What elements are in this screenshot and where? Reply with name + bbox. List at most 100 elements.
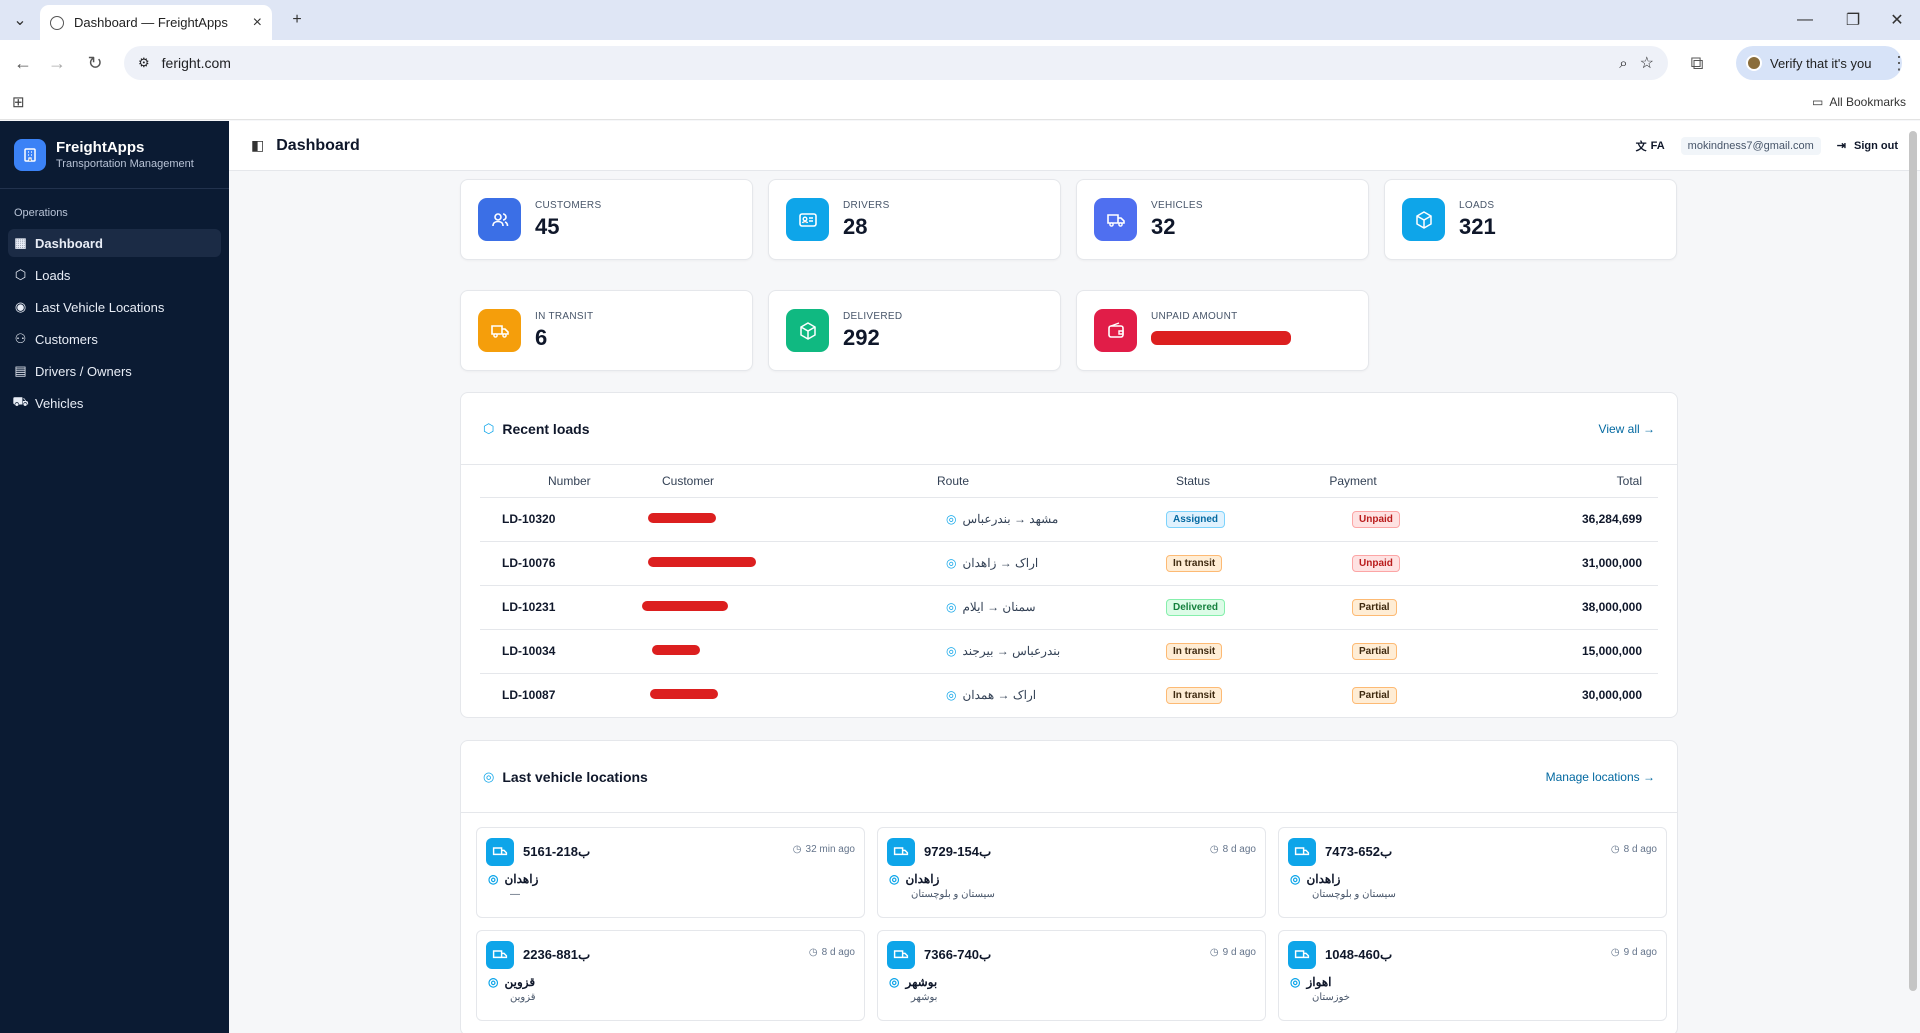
truck-icon: ⛟ — [12, 394, 29, 409]
sidebar-item-drivers[interactable]: ▤ Drivers / Owners — [14, 363, 132, 379]
url-field[interactable]: ⚙ feright.com ⌕ ☆ — [124, 46, 1668, 80]
pin-icon: ◎ — [488, 872, 499, 886]
payment-badge: Partial — [1352, 686, 1397, 704]
bookmarks-folder[interactable]: ▭ All Bookmarks — [1811, 95, 1906, 109]
browser-tab[interactable]: Dashboard — FreightApps × — [40, 5, 272, 40]
col-route: Route — [758, 465, 1148, 498]
pin-icon: ◎ — [483, 768, 495, 784]
users-icon: ⚇ — [14, 331, 27, 346]
table-row[interactable]: LD-10231 ◎ سمنان → ایلام Delivered Partial 38… — [480, 585, 1658, 630]
sidebar-toggle-icon[interactable]: ◧ — [251, 137, 265, 153]
site-info-icon[interactable]: ⚙ — [138, 55, 150, 70]
clock-icon: ◷ — [1209, 947, 1219, 958]
stats-grid: CUSTOMERS 45 DRIVERS 28 VEHICLES 32 LOADS 32… — [460, 179, 1678, 386]
tab-title: Dashboard — FreightApps — [74, 15, 228, 30]
zoom-icon[interactable]: ⌕ — [1619, 54, 1628, 72]
minimize-icon[interactable]: — — [1797, 11, 1813, 28]
truck-icon — [478, 309, 521, 352]
truck-icon — [1288, 941, 1316, 969]
sign-out-button[interactable]: ⇥ Sign out — [1836, 139, 1898, 153]
pin-icon: ◎ — [1290, 872, 1301, 886]
users-icon — [478, 198, 521, 241]
folder-icon: ▭ — [1811, 95, 1824, 109]
app: FreightApps Transportation Management Op… — [0, 121, 1920, 1033]
forward-icon[interactable]: → — [48, 52, 66, 73]
status-badge: Assigned — [1166, 510, 1226, 528]
truck-icon — [486, 838, 514, 866]
top-bar: ◧ Dashboard 文 FA mokindness7@gmail.com ⇥ S… — [229, 121, 1920, 171]
wallet-icon — [1094, 309, 1137, 352]
new-tab-icon[interactable]: + — [292, 11, 302, 28]
table-row[interactable]: LD-10034 ◎ بندرعباس → بیرجند In transit Part… — [480, 629, 1658, 674]
stat-in-transit[interactable]: IN TRANSIT 6 — [460, 290, 753, 371]
back-icon[interactable]: ← — [14, 52, 32, 73]
close-window-icon[interactable]: ✕ — [1890, 12, 1904, 29]
pin-icon: ◎ — [946, 644, 957, 658]
id-card-icon: ▤ — [14, 363, 27, 378]
language-button[interactable]: 文 FA — [1635, 139, 1665, 153]
pin-icon: ◎ — [946, 556, 957, 570]
extensions-icon[interactable]: ⧉ — [1690, 52, 1704, 73]
main-area: ◧ Dashboard 文 FA mokindness7@gmail.com ⇥ S… — [229, 121, 1920, 1033]
status-badge: In transit — [1166, 642, 1223, 660]
url-text: feright.com — [161, 55, 231, 71]
stat-delivered[interactable]: DELIVERED 292 — [768, 290, 1061, 371]
pin-icon: ◎ — [1290, 975, 1301, 989]
vehicle-card[interactable]: 7366-740ب ◷ 9 d ago ◎ بوشهر بوشهر — [877, 930, 1266, 1021]
page-title: Dashboard — [276, 136, 360, 154]
address-bar-row: ← → ↻ ⚙ feright.com ⌕ ☆ ⧉ Verify that it… — [0, 40, 1920, 86]
sidebar-item-last-vehicle-locations[interactable]: ◉ Last Vehicle Locations — [14, 299, 165, 315]
stat-unpaid-amount[interactable]: UNPAID AMOUNT — [1076, 290, 1369, 371]
vehicle-card[interactable]: 1048-460ب ◷ 9 d ago ◎ اهواز خوزستان — [1278, 930, 1667, 1021]
stat-vehicles[interactable]: VEHICLES 32 — [1076, 179, 1369, 260]
pin-icon: ◎ — [488, 975, 499, 989]
stat-drivers[interactable]: DRIVERS 28 — [768, 179, 1061, 260]
box-icon — [1402, 198, 1445, 241]
verify-button[interactable]: Verify that it's you — [1736, 46, 1902, 80]
truck-icon — [486, 941, 514, 969]
stat-loads[interactable]: LOADS 321 — [1384, 179, 1677, 260]
dashboard-content: CUSTOMERS 45 DRIVERS 28 VEHICLES 32 LOADS 32… — [460, 179, 1678, 1033]
page-scrollbar[interactable] — [1909, 131, 1917, 991]
view-all-link[interactable]: View all → — [1598, 421, 1655, 436]
table-row[interactable]: LD-10087 ◎ اراک → همدان In transit Partial 30… — [480, 673, 1658, 717]
star-icon[interactable]: ☆ — [1639, 55, 1654, 72]
pin-icon: ◎ — [946, 688, 957, 703]
payment-badge: Unpaid — [1352, 554, 1400, 572]
customer-redacted — [618, 497, 758, 542]
table-row[interactable]: LD-10320 ◎ مشهد → بندرعباس Assigned Unpaid 36… — [480, 497, 1658, 542]
sidebar-item-customers[interactable]: ⚇ Customers — [14, 331, 98, 347]
brand-subtitle: Transportation Management — [56, 158, 194, 170]
pin-icon: ◎ — [889, 872, 900, 886]
truck-icon — [887, 838, 915, 866]
vehicle-grid: 5161-218ب ◷ 32 min ago ◎ زاهدان — 9729-154ب ◷ 8… — [461, 813, 1677, 1033]
table-row[interactable]: LD-10076 ◎ اراک → زاهدان In transit Unpaid 31… — [480, 541, 1658, 586]
sidebar-item-dashboard[interactable]: ▦ Dashboard — [8, 229, 221, 257]
payment-badge: Unpaid — [1352, 510, 1400, 528]
recent-loads-table: Number Customer Route Status Payment Tot… — [480, 465, 1658, 717]
pin-icon: ◎ — [889, 975, 900, 989]
stat-customers[interactable]: CUSTOMERS 45 — [460, 179, 753, 260]
truck-icon — [1094, 198, 1137, 241]
vehicle-card[interactable]: 2236-881ب ◷ 8 d ago ◎ قزوین قزوین — [476, 930, 865, 1021]
clock-icon: ◷ — [808, 947, 818, 958]
vehicle-card[interactable]: 7473-652ب ◷ 8 d ago ◎ زاهدان سیستان و بلوچستا… — [1278, 827, 1667, 918]
tab-search-icon[interactable]: ⌄ — [13, 12, 27, 29]
reload-icon[interactable]: ↻ — [87, 52, 103, 73]
manage-locations-link[interactable]: Manage locations → — [1545, 769, 1655, 784]
status-badge: In transit — [1166, 686, 1223, 704]
apps-icon[interactable]: ⊞ — [12, 94, 25, 111]
menu-icon[interactable]: ⋮ — [1890, 52, 1908, 73]
brand[interactable]: FreightApps Transportation Management — [0, 121, 229, 189]
close-tab-icon[interactable]: × — [252, 13, 262, 31]
vehicle-card[interactable]: 5161-218ب ◷ 32 min ago ◎ زاهدان — — [476, 827, 865, 918]
customer-redacted — [618, 585, 758, 630]
restore-icon[interactable]: ❐ — [1845, 12, 1861, 29]
col-payment: Payment — [1238, 465, 1468, 498]
payment-badge: Partial — [1352, 598, 1397, 616]
clock-icon: ◷ — [792, 844, 802, 855]
status-badge: Delivered — [1166, 598, 1226, 616]
vehicle-card[interactable]: 9729-154ب ◷ 8 d ago ◎ زاهدان سیستان و بلوچستا… — [877, 827, 1266, 918]
sidebar-item-loads[interactable]: ⬡ Loads — [14, 267, 71, 283]
sidebar-item-vehicles[interactable]: ⛟ Vehicles — [12, 394, 84, 411]
